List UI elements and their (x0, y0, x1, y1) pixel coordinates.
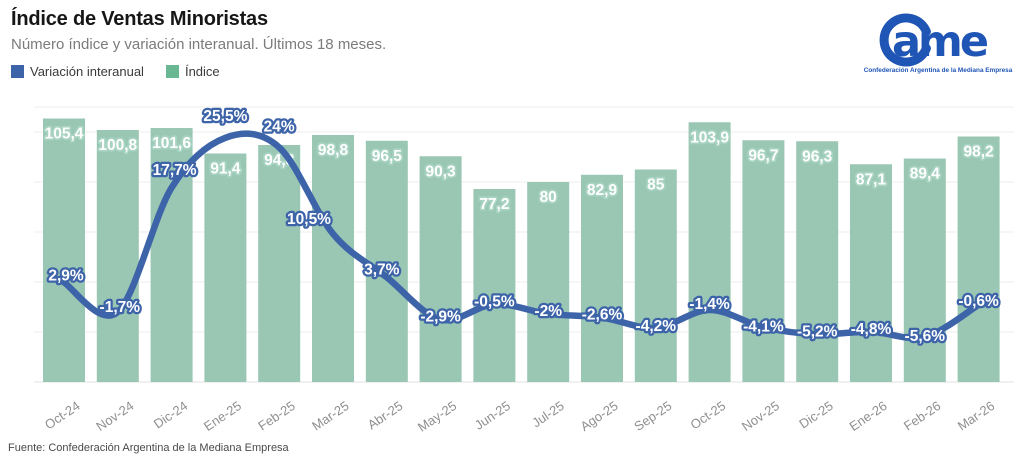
bar-Ago-25 (581, 174, 623, 382)
x-axis-label-May-25: May-25 (415, 398, 459, 435)
page-title: Índice de Ventas Minoristas (11, 8, 268, 30)
came-logo: ame Confederación Argentina de la Median… (864, 13, 1013, 74)
line-value-label-Jul-25: -2% (534, 303, 562, 320)
line-value-label-Dic-25: -5,2% (797, 323, 838, 340)
line-value-label-Mar-26: -0,6% (958, 293, 999, 310)
bar-Feb-25 (258, 145, 301, 382)
bar-value-label-Oct-24: 105,4 (45, 126, 84, 143)
x-axis-label-Jun-25: Jun-25 (472, 398, 513, 433)
came-logo-wordmark: ame (892, 17, 988, 67)
bar-Oct-25 (688, 122, 731, 382)
line-value-label-Feb-25: 24% (264, 118, 295, 135)
bar-Nov-25 (742, 140, 785, 382)
bar-Feb-26 (903, 158, 946, 382)
came-logo-c-ring (879, 13, 931, 67)
bar-Dic-25 (796, 141, 839, 382)
legend-swatch-variacion-icon (11, 65, 24, 78)
legend-item-variacion: Variación interanual (11, 64, 144, 79)
x-axis-label-Mar-26: Mar-26 (955, 398, 998, 433)
variacion-interanual-line (60, 130, 982, 342)
x-axis-label-Feb-25: Feb-25 (255, 398, 298, 433)
bar-value-label-Mar-26: 98,2 (964, 144, 994, 161)
bar-value-label-Ene-25: 91,4 (210, 161, 241, 178)
bar-value-label-Nov-25: 96,7 (748, 147, 778, 164)
line-value-label-May-25: -2,9% (420, 309, 461, 326)
bar-value-label-Ene-26: 87,1 (856, 171, 887, 188)
x-axis-label-Nov-25: Nov-25 (739, 398, 782, 434)
bar-Jun-25 (473, 189, 516, 382)
bar-Oct-24 (43, 118, 85, 382)
x-axis-label-Nov-24: Nov-24 (93, 398, 136, 434)
x-axis-label-Mar-25: Mar-25 (309, 398, 352, 433)
bar-value-label-Feb-26: 89,4 (910, 166, 941, 183)
bar-Mar-26 (957, 136, 1000, 382)
legend-label-variacion: Variación interanual (30, 64, 144, 79)
chart-legend: Variación interanual Índice (11, 64, 386, 79)
bar-value-label-Abr-25: 96,5 (372, 148, 403, 165)
bar-Sep-25 (634, 169, 677, 382)
x-axis-label-Jul-25: Jul-25 (529, 398, 567, 430)
x-axis-label-Ago-25: Ago-25 (578, 398, 621, 434)
legend-swatch-indice-icon (165, 65, 179, 78)
bar-value-label-Jul-25: 80 (540, 189, 557, 206)
bar-Ene-25 (204, 153, 247, 382)
line-value-label-Abr-25: 3,7% (364, 261, 400, 278)
bar-value-label-Mar-25: 98,8 (318, 142, 349, 159)
line-value-label-Ago-25: -2,6% (582, 307, 623, 324)
bar-May-25 (419, 156, 462, 382)
bar-value-label-Dic-24: 101,6 (152, 135, 191, 152)
chart-subtitle: Número índice y variación interanual. Úl… (11, 36, 387, 53)
x-axis-label-Oct-25: Oct-25 (688, 398, 729, 432)
bar-value-label-May-25: 90,3 (426, 163, 457, 180)
line-value-label-Feb-26: -5,6% (905, 328, 946, 345)
line-value-label-Nov-25: -4,1% (743, 318, 784, 335)
bar-value-label-Jun-25: 77,2 (479, 196, 509, 213)
x-axis-label-Dic-25: Dic-25 (796, 398, 836, 431)
bar-value-label-Sep-25: 85 (647, 177, 665, 194)
bar-value-label-Nov-24: 100,8 (98, 137, 137, 154)
chart-header: Índice de Ventas Minoristas Número índic… (11, 8, 386, 79)
line-value-label-Ene-25: 25,5% (203, 108, 247, 125)
line-value-label-Ene-26: -4,8% (851, 321, 892, 338)
x-axis-label-Sep-25: Sep-25 (631, 398, 674, 434)
x-axis-label-Ene-26: Ene-26 (847, 398, 890, 434)
came-logo-tagline: Confederación Argentina de la Mediana Em… (864, 67, 1013, 74)
x-axis-label-Feb-26: Feb-26 (901, 398, 944, 433)
line-value-label-Nov-24: -1,7% (100, 299, 141, 316)
legend-item-indice: Índice (165, 64, 220, 79)
bar-value-label-Ago-25: 82,9 (587, 182, 618, 199)
bar-Abr-25 (365, 140, 408, 382)
line-value-label-Sep-25: -4,2% (636, 318, 677, 335)
source-note: Fuente: Confederación Argentina de la Me… (8, 442, 289, 454)
x-axis-label-Ene-25: Ene-25 (201, 398, 244, 434)
bar-Nov-24 (96, 130, 139, 382)
bar-value-label-Dic-25: 96,3 (802, 148, 833, 165)
bar-Mar-25 (312, 135, 354, 382)
line-value-label-Dic-24: 17,7% (153, 162, 197, 179)
bar-Jul-25 (527, 182, 570, 382)
x-axis-label-Dic-24: Dic-24 (151, 398, 191, 431)
line-value-label-Mar-25: 10,5% (287, 211, 331, 228)
bar-value-label-Oct-25: 103,9 (690, 129, 729, 146)
x-axis-label-Oct-24: Oct-24 (42, 398, 83, 432)
bar-Ene-26 (850, 164, 892, 382)
line-value-label-Jun-25: -0,5% (474, 293, 515, 310)
line-value-label-Oct-24: 2,9% (48, 268, 84, 285)
legend-label-indice: Índice (184, 64, 220, 79)
line-value-label-Oct-25: -1,4% (689, 296, 730, 313)
x-axis-label-Abr-25: Abr-25 (365, 398, 406, 432)
